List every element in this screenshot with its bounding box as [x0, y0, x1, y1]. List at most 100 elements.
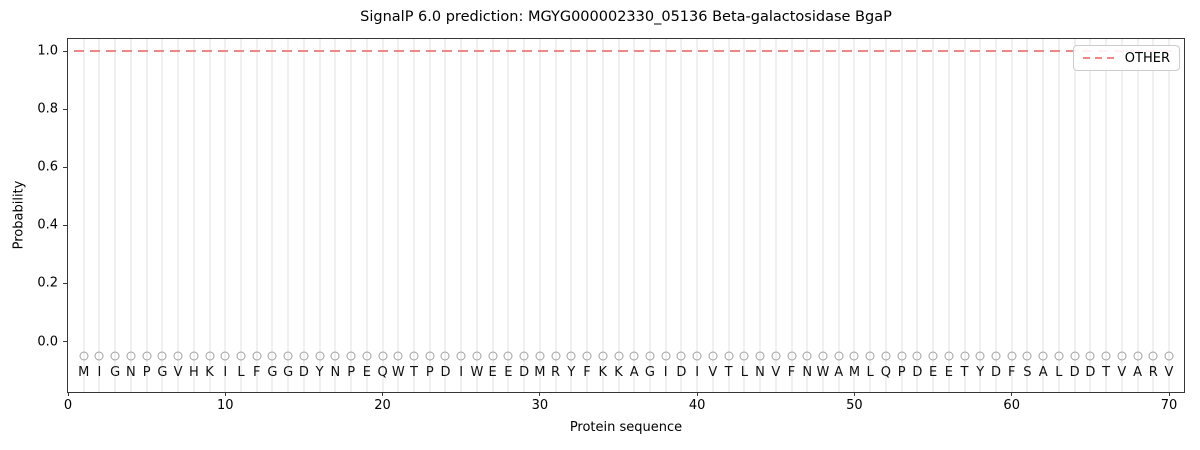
- gridline: [114, 39, 117, 392]
- residue-circle-marker: [724, 351, 734, 361]
- y-tick-label: 0.8: [37, 101, 58, 117]
- residue-circle-marker: [566, 351, 576, 361]
- gridline: [1120, 39, 1123, 392]
- residue-letter: L: [740, 365, 748, 380]
- residue-circle-marker: [1054, 351, 1064, 361]
- residue-circle-marker: [94, 351, 104, 361]
- residue-circle-marker: [614, 351, 623, 361]
- x-tick-label: 20: [374, 398, 391, 413]
- x-tick: [1168, 392, 1170, 396]
- gridline: [302, 39, 305, 392]
- residue-letter: F: [787, 365, 796, 380]
- gridline: [1042, 39, 1045, 392]
- gridline: [633, 39, 636, 392]
- gridline: [900, 39, 903, 392]
- residue-letter: G: [267, 365, 278, 380]
- residue-circle-marker: [126, 351, 136, 361]
- residue-circle-marker: [110, 351, 120, 361]
- residue-circle-marker: [205, 351, 215, 361]
- gridline: [271, 39, 274, 392]
- gridline: [884, 39, 887, 392]
- x-tick-label: 0: [63, 398, 73, 413]
- residue-letter: H: [188, 365, 199, 380]
- residue-circle-marker: [661, 351, 671, 361]
- residue-circle-marker: [236, 351, 246, 361]
- residue-circle-marker: [409, 351, 419, 361]
- residue-letter: P: [142, 365, 151, 380]
- y-tick-label: 1.0: [37, 43, 58, 59]
- residue-circle-marker: [189, 351, 199, 361]
- gridline: [334, 39, 337, 392]
- y-tick-label: 0.6: [37, 159, 58, 175]
- gridline: [554, 39, 557, 392]
- residue-letter: M: [848, 365, 861, 380]
- residue-circle-marker: [519, 351, 529, 361]
- gridline: [696, 39, 699, 392]
- gridline: [255, 39, 258, 392]
- residue-circle-marker: [645, 351, 655, 361]
- residue-circle-marker: [991, 351, 1001, 361]
- residue-circle-marker: [1164, 351, 1174, 361]
- x-tick: [224, 392, 226, 396]
- residue-letter: W: [391, 365, 405, 380]
- gridline: [586, 39, 589, 392]
- gridline: [208, 39, 211, 392]
- residue-circle-marker: [787, 351, 796, 361]
- residue-circle-marker: [472, 351, 482, 361]
- residue-letter: I: [223, 365, 228, 380]
- gridline: [853, 39, 856, 392]
- residue-letter: V: [173, 365, 183, 380]
- residue-circle-marker: [1007, 351, 1017, 361]
- gridline: [1010, 39, 1013, 392]
- residue-letter: E: [944, 365, 953, 380]
- gridline: [1105, 39, 1108, 392]
- x-tick: [853, 392, 855, 396]
- residue-letter: E: [488, 365, 497, 380]
- residue-circle-marker: [551, 351, 561, 361]
- residue-letter: N: [755, 365, 765, 380]
- x-tick-label: 70: [1160, 398, 1178, 413]
- gridline: [365, 39, 368, 392]
- residue-circle-marker: [315, 351, 325, 361]
- residue-letter: L: [237, 365, 245, 380]
- gridline: [444, 39, 447, 392]
- residue-circle-marker: [897, 351, 907, 361]
- gridline: [979, 39, 982, 392]
- residue-circle-marker: [676, 351, 686, 361]
- residue-letter: Y: [976, 365, 985, 380]
- residue-letter: I: [663, 365, 668, 380]
- x-tick-label: 30: [531, 398, 549, 413]
- gridline: [916, 39, 919, 392]
- residue-letter: T: [960, 365, 969, 380]
- gridline: [947, 39, 950, 392]
- x-tick: [382, 392, 384, 396]
- residue-letter: A: [1133, 365, 1142, 380]
- gridline: [428, 39, 431, 392]
- residue-letter: D: [1069, 365, 1080, 380]
- residue-letter: D: [298, 365, 309, 380]
- other-dashed-line-sample: [1082, 57, 1116, 59]
- residue-letter: F: [1007, 365, 1016, 380]
- gridline: [664, 39, 667, 392]
- residue-letter: S: [1023, 365, 1032, 380]
- residue-letter: E: [504, 365, 513, 380]
- residue-letter: G: [110, 365, 121, 380]
- residue-letter: P: [425, 365, 434, 380]
- gridline: [601, 39, 604, 392]
- gridline: [287, 39, 290, 392]
- x-tick-label: 10: [217, 398, 234, 413]
- gridline: [491, 39, 494, 392]
- residue-letter: D: [440, 365, 451, 380]
- y-tick: [63, 108, 67, 110]
- residue-letter: A: [1038, 365, 1048, 380]
- residue-letter: K: [614, 365, 623, 380]
- gridline: [790, 39, 793, 392]
- residue-circle-marker: [1133, 351, 1143, 361]
- gridline: [743, 39, 746, 392]
- residue-circle-marker: [755, 351, 765, 361]
- residue-circle-marker: [944, 351, 954, 361]
- residue-letter: R: [551, 365, 561, 380]
- residue-circle-marker: [252, 351, 262, 361]
- residue-circle-marker: [834, 351, 844, 361]
